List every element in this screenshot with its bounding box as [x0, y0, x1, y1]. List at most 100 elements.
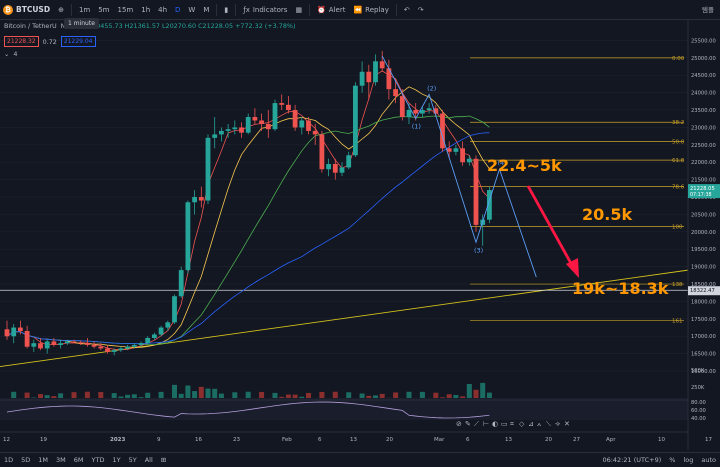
time-tick-label: Apr	[606, 437, 616, 443]
current-price-label: 21228.05	[690, 186, 715, 192]
price-tick-label: 24500.00	[691, 73, 716, 79]
target-label-3: 19k~18.3k	[572, 279, 669, 298]
range-ytd[interactable]: YTD	[91, 456, 105, 464]
range-all[interactable]: All	[144, 456, 153, 464]
sell-button[interactable]: 21228.32	[4, 36, 39, 47]
replay-button[interactable]: ⏪ Replay	[349, 0, 392, 20]
interval-m[interactable]: M	[203, 5, 210, 14]
bottom-toolbar: 1D 5D 1M 3M 6M YTD 1Y 5Y All ⊞ 06:42:21 …	[0, 452, 720, 467]
add-symbol-button[interactable]: ⊕	[54, 0, 68, 20]
price-tick-label: 17500.00	[691, 317, 716, 323]
time-tick-label: 17	[705, 437, 712, 443]
chart-background	[0, 20, 720, 450]
candles	[4, 50, 492, 356]
buy-button[interactable]: 21229.04	[60, 36, 96, 47]
candle-body	[453, 148, 459, 152]
alarm-clock-icon: ⏰	[317, 5, 326, 14]
undo-button[interactable]: ↶	[400, 0, 414, 20]
candle-body	[105, 348, 110, 352]
current-price-tag	[688, 184, 720, 199]
price-axis: 25500.00 25000.00 24500.00 24000.00 23500.00…	[687, 20, 720, 450]
candle-type-button[interactable]: ▮	[220, 0, 232, 20]
time-tick-label: 12	[3, 437, 10, 443]
candle-body	[111, 350, 117, 352]
candle-body	[286, 104, 291, 111]
candle-body	[446, 148, 452, 152]
candle-body	[466, 158, 472, 163]
fib-label: 0.00	[672, 56, 685, 62]
templates-button[interactable]: ▦	[291, 0, 306, 20]
range-1m[interactable]: 1M	[38, 456, 49, 464]
candle-body	[31, 343, 37, 347]
range-5d[interactable]: 5D	[21, 456, 31, 464]
interval-1h[interactable]: 1h	[141, 5, 151, 14]
candle-body	[239, 127, 244, 133]
candle-body	[312, 130, 318, 135]
alert-label: Alert	[328, 5, 346, 14]
candle-body	[158, 327, 164, 335]
drawing-tool-icon: ⟢	[555, 420, 560, 428]
price-tick-label: 25000.00	[691, 56, 716, 62]
candle-body	[265, 123, 271, 130]
candle-body	[198, 197, 204, 201]
plus-circle-icon: ⊕	[58, 5, 64, 14]
fib-label: 38.2	[672, 120, 684, 126]
price-axis-bg	[688, 20, 720, 450]
interval-tooltip: 1 minute	[64, 18, 99, 29]
drawing-tool-icon: ✎	[465, 420, 471, 428]
layers-toggle[interactable]: ⌄ 4	[4, 50, 17, 58]
indicators-button[interactable]: ƒx Indicators	[239, 0, 291, 20]
candle-body	[353, 85, 358, 156]
osc-tick-label: 60.00	[691, 408, 706, 414]
candle-body	[44, 341, 50, 349]
alert-button[interactable]: ⏰ Alert	[313, 0, 349, 20]
redo-button[interactable]: ↷	[414, 0, 428, 20]
interval-w[interactable]: W	[188, 5, 196, 14]
interval-1m[interactable]: 1m	[78, 5, 91, 14]
candle-body	[51, 341, 57, 345]
volume-bar	[172, 384, 177, 409]
candle-body	[131, 344, 137, 347]
price-tick-label: 18500.00	[691, 282, 716, 288]
candle-body	[138, 343, 144, 345]
ohlc-values: O20455.73 H21361.57 L20270.60 C21228.05 …	[87, 22, 296, 30]
percent-toggle[interactable]: %	[669, 456, 676, 464]
drawing-tool-icon: ⊘	[456, 420, 462, 428]
trade-panel: 21228.32 0.72 21229.04	[4, 36, 96, 47]
interval-d[interactable]: D	[175, 5, 181, 14]
time-tick-label: Mar	[434, 437, 445, 443]
symbol-search[interactable]: ₿ BTCUSD	[0, 0, 54, 20]
drawing-tool-icon: ◇	[519, 420, 525, 428]
interval-5m[interactable]: 5m	[98, 5, 110, 14]
drawing-tool-icon: ◐	[492, 420, 498, 428]
candle-body	[292, 110, 298, 128]
candle-body	[460, 148, 465, 163]
candle-body	[178, 270, 184, 297]
candle-body	[379, 61, 385, 69]
range-1d[interactable]: 1D	[4, 456, 14, 464]
layers-count: 4	[13, 50, 18, 58]
date-range-icon[interactable]: ⊞	[160, 456, 167, 464]
range-6m[interactable]: 6M	[73, 456, 84, 464]
interval-4h[interactable]: 4h	[158, 5, 168, 14]
separator	[395, 3, 397, 16]
time-tick-label: 2023	[110, 437, 125, 443]
candle-body	[219, 130, 224, 135]
candle-body	[306, 120, 311, 131]
range-3m[interactable]: 3M	[56, 456, 66, 464]
candle-body	[225, 129, 231, 131]
drawing-tool-icon: ✕	[564, 420, 570, 428]
candle-body	[24, 331, 30, 347]
current-time-label: 07:17:38	[690, 192, 712, 198]
range-5y[interactable]: 5Y	[128, 456, 137, 464]
template-menu[interactable]: 템플	[702, 6, 714, 14]
price-tick-label: 16000.00	[691, 369, 716, 375]
auto-toggle[interactable]: auto	[701, 456, 716, 464]
interval-15m[interactable]: 15m	[117, 5, 134, 14]
log-toggle[interactable]: log	[683, 456, 694, 464]
volume-bar	[185, 385, 191, 409]
separator	[70, 3, 72, 16]
range-1y[interactable]: 1Y	[112, 456, 121, 464]
separator	[216, 3, 218, 16]
